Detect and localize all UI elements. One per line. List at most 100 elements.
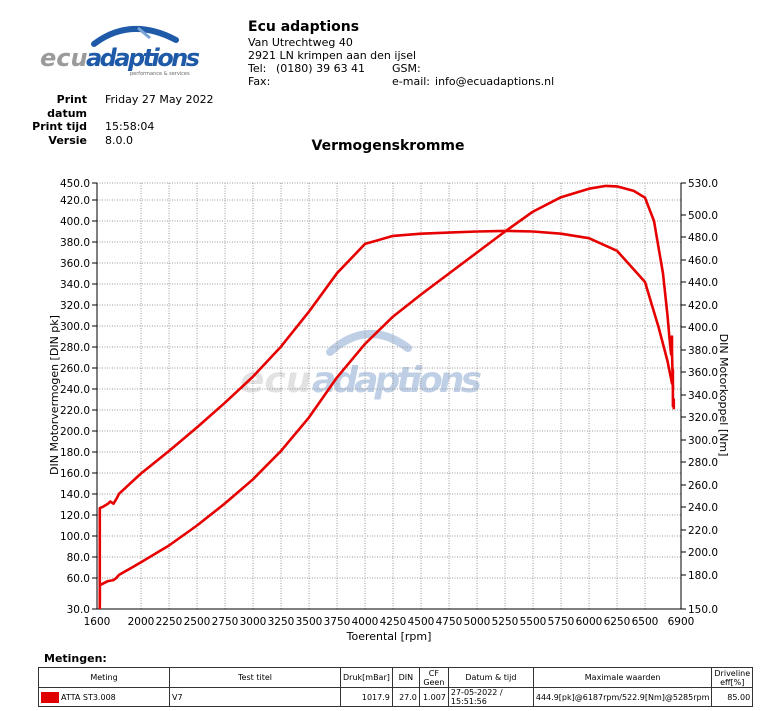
x-axis-label: Toerental [rpm] — [346, 630, 432, 643]
svg-text:adaptions: adaptions — [312, 360, 482, 401]
table-header-row: Meting Test titel Druk[mBar] DIN CF Geen… — [38, 667, 754, 688]
power-curve — [98, 184, 675, 603]
cell-eff: 85.00 — [711, 687, 754, 707]
company-info: Ecu adaptions Van Utrechtweg 40 2921 LN … — [248, 18, 554, 88]
x-tick-labels: 1600 2000 2250 2500 2750 3000 3250 3500 3750 4000… — [84, 616, 695, 628]
header-cf: CF Geen — [418, 667, 449, 688]
y-left-tick-label: 120.0 — [60, 510, 90, 522]
x-tick-label: 5250 — [492, 616, 519, 628]
y-left-tick-label: 30.0 — [67, 604, 90, 616]
cell-titel: V7 — [169, 687, 341, 707]
watermark-logo: ecu adaptions — [240, 330, 482, 401]
y-right-tick-label: 260.0 — [688, 480, 718, 492]
x-tick-label: 3500 — [296, 616, 323, 628]
table-row[interactable]: ATTA ST3.008 V7 1017.9 27.0 1.007 27-05-… — [38, 687, 754, 707]
y-left-tick-labels: 30.0 60.0 80.0 100.0 120.0 140.0 160.0 180.0 200… — [60, 178, 97, 616]
header-max: Maximale waarden — [532, 667, 713, 688]
logo-tagline: performance & services — [130, 71, 190, 77]
y-right-tick-label: 530.0 — [688, 178, 718, 190]
x-tick-label: 2250 — [156, 616, 183, 628]
y-left-tick-label: 160.0 — [60, 468, 90, 480]
company-logo: ecu adaptions performance & services — [40, 26, 200, 77]
y-left-tick-label: 340.0 — [60, 279, 90, 291]
curves — [98, 184, 676, 609]
y-right-tick-labels: 150.0 180.0 200.0 220.0 240.0 260.0 280.0 300.0… — [681, 178, 718, 616]
x-tick-label: 6000 — [576, 616, 603, 628]
print-time-label: Print tijd — [32, 120, 87, 133]
cell-din: 27.0 — [391, 687, 420, 707]
svg-text:ecu: ecu — [240, 360, 311, 401]
y-right-tick-label: 480.0 — [688, 232, 718, 244]
y-left-tick-label: 380.0 — [60, 237, 90, 249]
results-table: Meting Test titel Druk[mBar] DIN CF Geen… — [38, 667, 754, 707]
y-left-tick-label: 60.0 — [67, 573, 90, 585]
power-curve-chart: ecu adaptions 1600 2000 2250 2500 2750 3000 32… — [48, 178, 730, 643]
y-right-tick-label: 180.0 — [688, 570, 718, 582]
y-axis-left-label: DIN Motorvermogen [DIN pk] — [48, 315, 61, 475]
y-axis-right-label: DIN Motorkoppel [Nm] — [717, 334, 730, 457]
y-left-tick-label: 240.0 — [60, 384, 90, 396]
company-name: Ecu adaptions — [248, 19, 360, 35]
y-left-tick-label: 80.0 — [67, 552, 90, 564]
x-tick-label: 4500 — [408, 616, 435, 628]
y-right-tick-label: 320.0 — [688, 412, 718, 424]
x-tick-label: 6900 — [668, 616, 695, 628]
print-date-value: Friday 27 May 2022 — [105, 93, 214, 106]
x-tick-label: 2750 — [212, 616, 239, 628]
chart-title: Vermogenskromme — [311, 138, 465, 154]
x-tick-label: 4750 — [436, 616, 463, 628]
x-tick-label: 6500 — [632, 616, 659, 628]
x-tick-label: 4000 — [352, 616, 379, 628]
y-left-tick-label: 320.0 — [60, 300, 90, 312]
y-right-tick-label: 240.0 — [688, 502, 718, 514]
y-left-tick-label: 400.0 — [60, 216, 90, 228]
logo-text-adaptions: adaptions — [86, 44, 200, 72]
header-din: DIN — [391, 667, 420, 688]
y-right-tick-label: 300.0 — [688, 435, 718, 447]
x-tick-label: 3750 — [324, 616, 351, 628]
y-left-tick-label: 200.0 — [60, 426, 90, 438]
gsm-label: GSM: — [392, 62, 421, 75]
cell-cf: 1.007 — [418, 687, 449, 707]
metingen-label: Metingen: — [44, 652, 107, 665]
print-time-value: 15:58:04 — [105, 120, 155, 133]
header-datum: Datum & tijd — [447, 667, 534, 688]
y-right-tick-label: 220.0 — [688, 525, 718, 537]
y-right-tick-label: 280.0 — [688, 457, 718, 469]
y-right-tick-label: 380.0 — [688, 345, 718, 357]
y-left-tick-label: 450.0 — [60, 178, 90, 190]
x-tick-label: 2000 — [128, 616, 155, 628]
email-value: info@ecuadaptions.nl — [435, 75, 555, 88]
x-tick-label: 1600 — [84, 616, 111, 628]
x-tick-label: 5000 — [464, 616, 491, 628]
print-date-label: Print datum — [47, 93, 87, 120]
company-address-2: 2921 LN krimpen aan den ijsel — [248, 49, 417, 62]
y-left-tick-label: 280.0 — [60, 342, 90, 354]
cell-meting: ATTA ST3.008 — [38, 687, 170, 707]
header-druk: Druk[mBar] — [340, 667, 393, 688]
x-tick-label: 2500 — [184, 616, 211, 628]
tel-label: Tel: — [248, 62, 267, 75]
x-tick-label: 6250 — [604, 616, 631, 628]
torque-curve — [98, 229, 676, 609]
x-tick-label: 4250 — [380, 616, 407, 628]
header-eff: Driveline eff[%] — [711, 667, 754, 688]
y-left-tick-label: 360.0 — [60, 258, 90, 270]
y-left-tick-label: 220.0 — [60, 405, 90, 417]
x-tick-label: 3000 — [240, 616, 267, 628]
chart-frame — [96, 183, 682, 610]
logo-arc — [91, 26, 179, 47]
cell-druk: 1017.9 — [340, 687, 393, 707]
y-right-tick-label: 440.0 — [688, 277, 718, 289]
y-left-tick-label: 300.0 — [60, 321, 90, 333]
company-address-1: Van Utrechtweg 40 — [248, 36, 353, 49]
logo-text-ecu: ecu — [40, 44, 88, 72]
y-right-tick-label: 200.0 — [688, 547, 718, 559]
fax-label: Fax: — [248, 75, 271, 88]
tel-value: (0180) 39 63 41 — [276, 62, 366, 75]
y-right-tick-label: 150.0 — [688, 604, 718, 616]
header-test-titel: Test titel — [169, 667, 341, 688]
y-left-tick-label: 260.0 — [60, 363, 90, 375]
y-left-tick-label: 100.0 — [60, 531, 90, 543]
y-right-tick-label: 500.0 — [688, 210, 718, 222]
